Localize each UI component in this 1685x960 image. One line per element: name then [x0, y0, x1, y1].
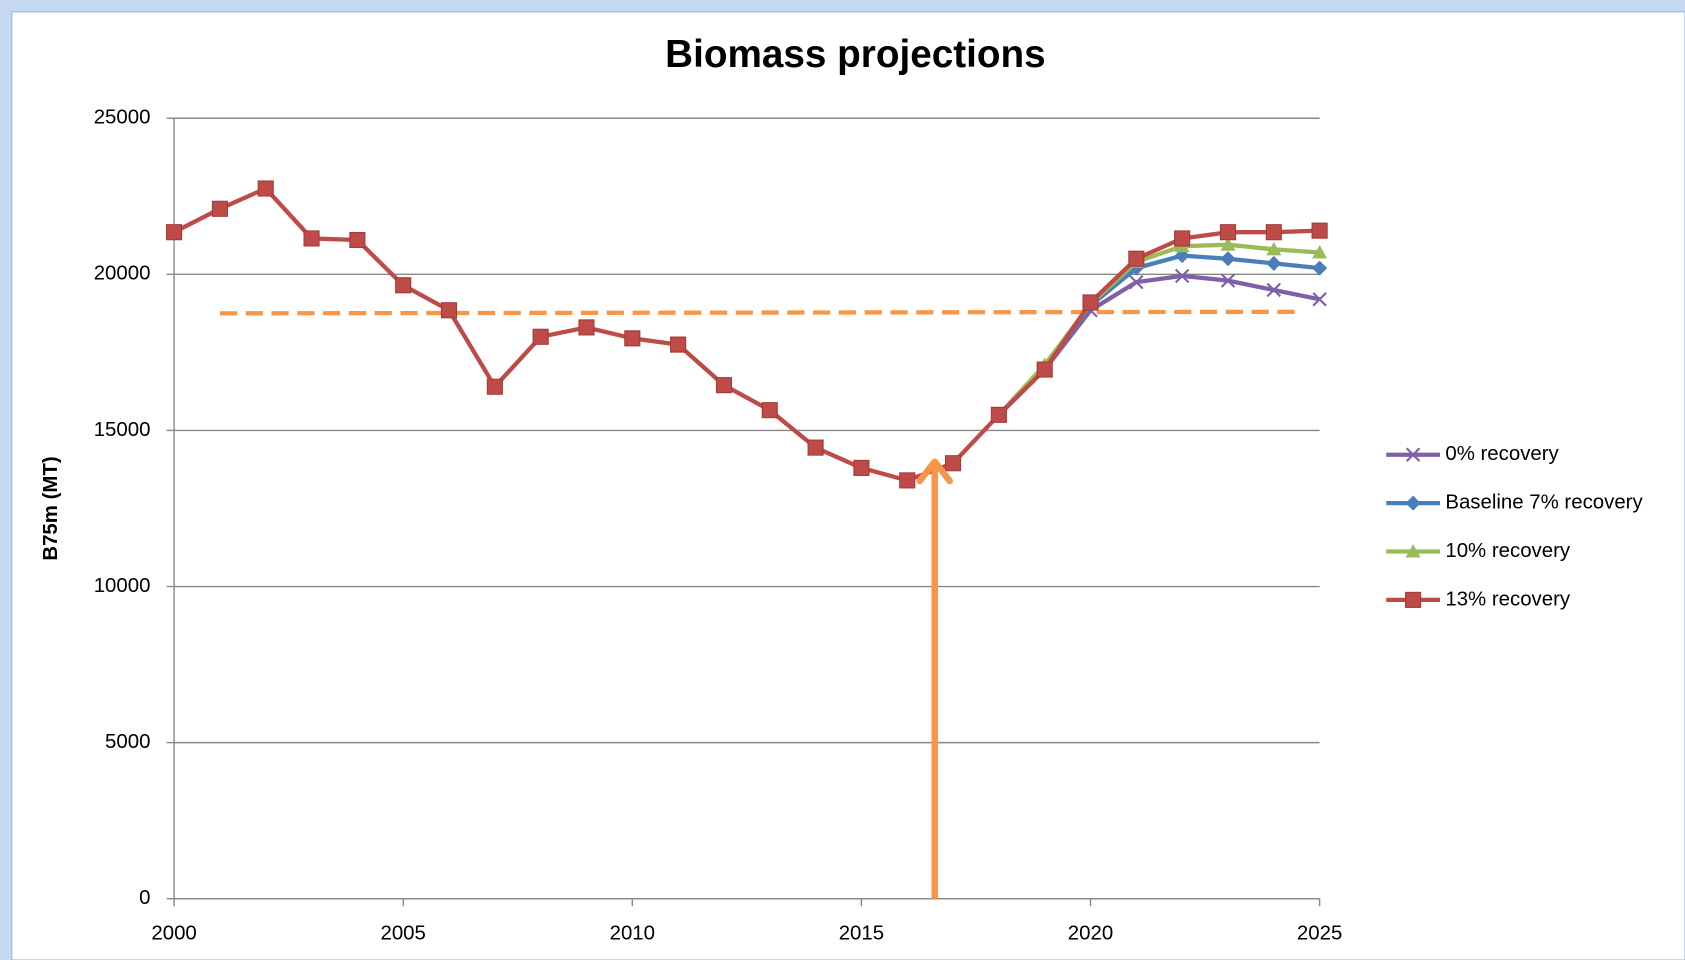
marker [1266, 255, 1282, 271]
marker [257, 180, 274, 197]
y-tick-label: 15000 [94, 419, 151, 441]
marker [1128, 250, 1145, 267]
y-tick-label: 20000 [94, 263, 151, 285]
y-tick-label: 0 [139, 887, 150, 909]
marker [624, 330, 641, 347]
marker [1405, 591, 1422, 608]
x-tick-label: 2020 [1068, 923, 1113, 945]
y-tick-label: 5000 [105, 731, 150, 753]
y-axis-label: B75m (MT) [40, 456, 62, 560]
marker [1082, 294, 1099, 311]
marker [1311, 222, 1328, 239]
marker [1312, 244, 1328, 259]
x-tick-label: 2010 [610, 923, 655, 945]
y-tick-label: 25000 [94, 107, 151, 129]
chart-area [11, 11, 1685, 960]
marker [1312, 292, 1327, 307]
marker [715, 377, 733, 394]
legend-label: 13% recovery [1445, 588, 1571, 610]
marker [532, 328, 549, 345]
x-tick-label: 2005 [380, 923, 425, 945]
arrow-head [916, 458, 953, 485]
marker [395, 277, 412, 294]
marker [761, 402, 778, 419]
marker [990, 406, 1007, 423]
marker [853, 459, 870, 476]
chart-title: Biomass projections [665, 33, 1045, 76]
marker [1265, 224, 1282, 241]
marker [166, 224, 183, 241]
marker [807, 439, 824, 456]
marker [1174, 230, 1191, 247]
marker [1266, 241, 1282, 256]
marker [1266, 282, 1282, 298]
marker [1220, 251, 1236, 267]
marker [211, 200, 228, 217]
marker [303, 230, 320, 247]
marker [1036, 361, 1053, 378]
legend-label: 10% recovery [1445, 540, 1571, 562]
marker [944, 455, 962, 472]
marker [1405, 447, 1421, 462]
x-tick-label: 2000 [151, 923, 196, 945]
legend-label: 0% recovery [1445, 443, 1559, 465]
marker [1129, 274, 1144, 290]
legend-label: Baseline 7% recovery [1445, 492, 1643, 514]
marker [899, 472, 916, 489]
marker [440, 302, 458, 319]
marker [1405, 543, 1421, 558]
marker [349, 231, 366, 249]
marker [1220, 273, 1236, 288]
marker [486, 378, 503, 395]
marker [1220, 237, 1236, 251]
marker [1174, 268, 1190, 284]
y-tick-label: 10000 [94, 575, 151, 597]
x-tick-label: 2015 [839, 923, 884, 945]
x-tick-label: 2025 [1297, 923, 1342, 945]
marker [670, 336, 687, 353]
marker [1219, 224, 1237, 241]
marker [578, 319, 595, 336]
